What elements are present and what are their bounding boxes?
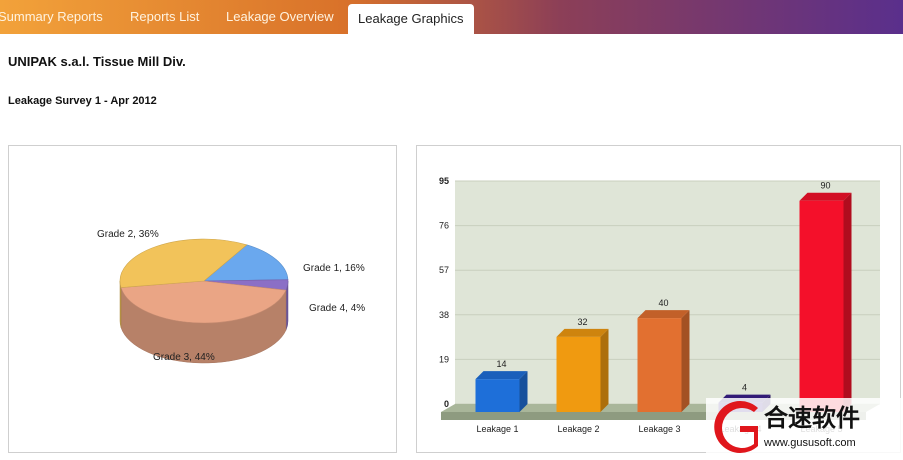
watermark: 合速软件 www.gususoft.com xyxy=(706,398,903,455)
bar-value-label: 40 xyxy=(658,298,668,308)
bar-side xyxy=(681,310,690,412)
bar-top xyxy=(637,310,690,319)
tab-summary-reports[interactable]: Summary Reports xyxy=(0,9,103,24)
bar-side xyxy=(519,371,528,412)
bar-side xyxy=(843,192,852,412)
watermark-brand: 合速软件 xyxy=(764,404,860,432)
y-tick-label: 38 xyxy=(439,310,449,320)
y-tick-label: 0 xyxy=(444,399,449,409)
watermark-logo-icon xyxy=(714,401,758,453)
bar-leakage-3 xyxy=(637,318,682,412)
bar-leakage-5 xyxy=(799,200,844,412)
pie-slice-grade-3 xyxy=(120,280,287,324)
tab-reports-list[interactable]: Reports List xyxy=(130,9,200,24)
bar-side xyxy=(600,328,609,412)
bar-leakage-1 xyxy=(475,379,520,412)
floor-edge xyxy=(441,412,866,420)
pie-label-grade-1: Grade 1, 16% xyxy=(303,263,365,274)
bar-value-label: 4 xyxy=(742,383,747,393)
pie-label-grade-2: Grade 2, 36% xyxy=(97,229,159,240)
bar-top xyxy=(475,371,528,380)
y-tick-label: 19 xyxy=(439,354,449,364)
y-tick-label: 57 xyxy=(439,265,449,275)
pie-slice-grade-2 xyxy=(119,238,248,288)
x-category-label: Leakage 3 xyxy=(638,424,680,434)
survey-title: Leakage Survey 1 - Apr 2012 xyxy=(8,95,157,107)
pie-label-grade-3: Grade 3, 44% xyxy=(153,352,215,363)
y-tick-label: 76 xyxy=(439,221,449,231)
y-tick-label: 95 xyxy=(439,176,449,186)
bar-value-label: 90 xyxy=(820,181,830,191)
pie-label-grade-4: Grade 4, 4% xyxy=(309,303,365,314)
tab-bar: Summary Reports Reports List Leakage Ove… xyxy=(0,0,903,34)
bar-top xyxy=(556,328,609,337)
x-category-label: Leakage 1 xyxy=(476,424,518,434)
bar-value-label: 32 xyxy=(577,317,587,327)
bar-top xyxy=(799,192,852,201)
pie-chart-panel: Grade 1, 16% Grade 2, 36% Grade 3, 44% Grad… xyxy=(8,145,397,453)
pie-slice-grade-1 xyxy=(203,244,289,282)
bar-chart-panel: 0 19 38 57 76 95 14 Leakage 1 32 Leakage 2 40 Leaka… xyxy=(416,145,901,453)
bar-leakage-2 xyxy=(556,336,601,412)
tab-leakage-overview[interactable]: Leakage Overview xyxy=(226,9,334,24)
tab-leakage-graphics[interactable]: Leakage Graphics xyxy=(348,4,474,34)
bar-chart: 0 19 38 57 76 95 14 Leakage 1 32 Leakage 2 40 Leaka… xyxy=(439,176,880,434)
pie-chart: Grade 1, 16% Grade 2, 36% Grade 3, 44% Grad… xyxy=(97,229,365,364)
company-name: UNIPAK s.a.l. Tissue Mill Div. xyxy=(8,54,186,69)
watermark-url: www.gususoft.com xyxy=(763,437,856,449)
bar-value-label: 14 xyxy=(496,359,506,369)
x-category-label: Leakage 2 xyxy=(557,424,599,434)
